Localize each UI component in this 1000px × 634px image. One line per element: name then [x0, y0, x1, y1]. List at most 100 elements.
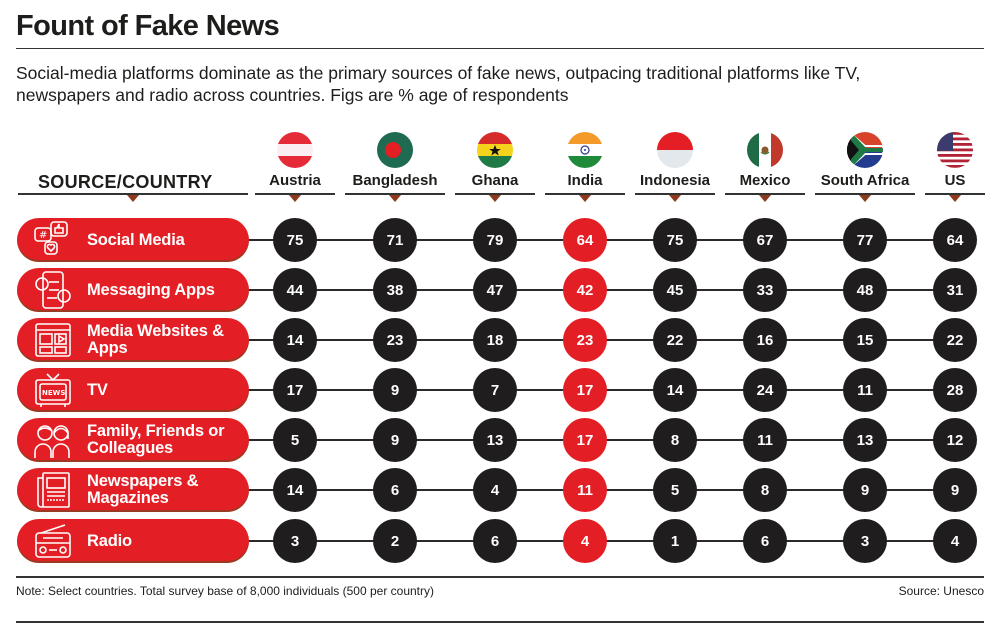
value-dot: 77: [843, 218, 887, 262]
value-dot: 2: [373, 519, 417, 563]
value-dot: 31: [933, 268, 977, 312]
country-label: Indonesia: [639, 172, 710, 189]
country-label: Austria: [269, 172, 321, 189]
value-dot: 23: [373, 318, 417, 362]
header-arrow: [669, 195, 681, 202]
people-icon: [31, 418, 75, 462]
subtitle: Social-media platforms dominate as the p…: [16, 63, 861, 105]
source-label: Social Media: [87, 230, 185, 249]
value-dot: 22: [933, 318, 977, 362]
value-dot: 15: [843, 318, 887, 362]
svg-text:#: #: [39, 230, 47, 241]
value-dot: 45: [653, 268, 697, 312]
mexico-flag-icon: [747, 132, 783, 168]
value-dot: 47: [473, 268, 517, 312]
value-dot: 6: [743, 519, 787, 563]
value-dot-highlight: 4: [563, 519, 607, 563]
radio-icon: [31, 519, 75, 563]
value-dot: 64: [933, 218, 977, 262]
source-pill-media-websites: Media Websites & Apps: [17, 318, 249, 362]
value-dot: 17: [273, 368, 317, 412]
value-dot: 7: [473, 368, 517, 412]
source-label: Media Websites & Apps: [87, 322, 224, 357]
header-rule: [455, 193, 535, 195]
country-label: South Africa: [820, 172, 910, 189]
value-dot-highlight: 17: [563, 368, 607, 412]
column-header-south-africa: South Africa: [810, 132, 920, 189]
value-dot: 33: [743, 268, 787, 312]
media-website-icon: [31, 318, 75, 362]
source-label: TV: [87, 380, 108, 399]
header-arrow: [289, 195, 301, 202]
value-dot: 38: [373, 268, 417, 312]
source-pill-family-friends: Family, Friends or Colleagues: [17, 418, 249, 462]
source-label: Messaging Apps: [87, 280, 215, 299]
header-arrow: [489, 195, 501, 202]
value-dot: 6: [473, 519, 517, 563]
country-label: Ghana: [471, 172, 519, 189]
value-dot: 8: [653, 418, 697, 462]
value-dot: 75: [273, 218, 317, 262]
south-africa-flag-icon: [847, 132, 883, 168]
source-pill-messaging-apps: Messaging Apps: [17, 268, 249, 312]
column-header-bangladesh: Bangladesh: [345, 132, 445, 189]
column-header-us: US: [925, 132, 985, 189]
column-header-ghana: Ghana: [455, 132, 535, 189]
header-rule: [725, 193, 805, 195]
header-rule: [815, 193, 915, 195]
column-header-indonesia: Indonesia: [630, 132, 720, 189]
us-flag-icon: [937, 132, 973, 168]
header-rule: [925, 193, 985, 195]
source-credit: Source: Unesco: [898, 584, 984, 598]
indonesia-flag-icon: [657, 132, 693, 168]
source-label: Newspapers & Magazines: [87, 472, 199, 507]
bangladesh-flag-icon: [377, 132, 413, 168]
value-dot: 9: [373, 368, 417, 412]
footer-rule-bottom: [16, 621, 984, 623]
messaging-phone-icon: [31, 268, 75, 312]
value-dot: 14: [273, 468, 317, 512]
source-pill-social-media: # Social Media: [17, 218, 249, 262]
value-dot: 14: [273, 318, 317, 362]
header-arrow: [949, 195, 961, 202]
value-dot: 75: [653, 218, 697, 262]
value-dot: 14: [653, 368, 697, 412]
value-dot: 13: [473, 418, 517, 462]
source-header-rule: [18, 193, 248, 195]
value-dot: 79: [473, 218, 517, 262]
value-dot: 13: [843, 418, 887, 462]
newspaper-icon: [31, 468, 75, 512]
value-dot: 4: [933, 519, 977, 563]
title-divider: [16, 48, 984, 49]
header-rule: [345, 193, 445, 195]
value-dot-highlight: 17: [563, 418, 607, 462]
page-title: Fount of Fake News: [16, 10, 280, 42]
value-dot-highlight: 42: [563, 268, 607, 312]
source-label: Radio: [87, 531, 132, 550]
value-dot: 9: [373, 418, 417, 462]
value-dot-highlight: 64: [563, 218, 607, 262]
source-pill-radio: Radio: [17, 519, 249, 563]
value-dot: 24: [743, 368, 787, 412]
country-label: US: [944, 172, 966, 189]
footnote: Note: Select countries. Total survey bas…: [16, 584, 435, 598]
country-label: Mexico: [739, 172, 791, 189]
value-dot: 22: [653, 318, 697, 362]
value-dot: 67: [743, 218, 787, 262]
value-dot: 1: [653, 519, 697, 563]
country-label: Bangladesh: [352, 172, 438, 189]
source-pill-newspapers: Newspapers & Magazines: [17, 468, 249, 512]
footer-rule-top: [16, 576, 984, 578]
social-media-icon: #: [31, 218, 75, 262]
tv-news-icon: NEWS: [31, 368, 75, 412]
value-dot: 28: [933, 368, 977, 412]
value-dot: 4: [473, 468, 517, 512]
source-pill-tv: NEWS TV: [17, 368, 249, 412]
svg-text:NEWS: NEWS: [42, 389, 65, 397]
value-dot: 71: [373, 218, 417, 262]
value-dot: 48: [843, 268, 887, 312]
value-dot: 11: [743, 418, 787, 462]
header-rule: [635, 193, 715, 195]
value-dot: 16: [743, 318, 787, 362]
header-rule: [255, 193, 335, 195]
